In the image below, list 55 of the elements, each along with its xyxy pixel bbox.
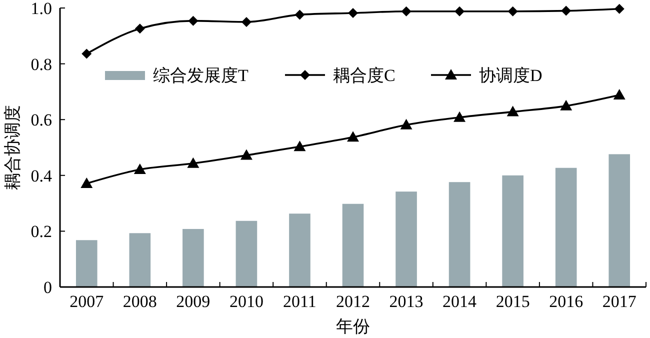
point	[560, 100, 572, 110]
point	[294, 140, 306, 152]
point	[613, 89, 626, 100]
x-tick-label: 2013	[389, 292, 424, 311]
bar	[555, 168, 577, 287]
y-tick-label: 1.0	[30, 0, 52, 18]
bar	[289, 214, 310, 287]
point	[347, 131, 359, 142]
legend-label: 耦合度C	[333, 66, 396, 85]
x-tick-label: 2014	[442, 292, 478, 311]
bar	[129, 233, 151, 287]
bar	[76, 240, 98, 287]
x-tick-label: 2010	[229, 292, 264, 311]
point	[401, 6, 412, 16]
point	[614, 4, 624, 14]
x-tick-label: 2007	[70, 292, 104, 311]
bar	[608, 154, 630, 287]
point	[240, 149, 252, 160]
point	[506, 106, 519, 116]
point	[134, 24, 145, 34]
x-tick-label: 2008	[122, 292, 157, 311]
bar	[236, 220, 258, 287]
point	[187, 157, 200, 168]
point	[188, 16, 198, 26]
legend-label: 协调度D	[479, 66, 542, 85]
x-tick-label: 2015	[496, 292, 530, 311]
y-tick-label: 0	[44, 278, 52, 297]
legend-label: 综合发展度T	[153, 66, 249, 85]
y-axis-title: 耦合协调度	[3, 105, 22, 190]
x-tick-label: 2017	[602, 292, 637, 311]
bar	[396, 192, 417, 287]
point	[508, 6, 518, 16]
x-tick-label: 2012	[336, 292, 370, 311]
point	[400, 118, 412, 130]
y-tick-label: 0.4	[30, 166, 52, 186]
bar	[448, 182, 470, 287]
point	[294, 10, 305, 20]
point	[134, 164, 146, 174]
x-tick-label: 2009	[176, 292, 210, 311]
y-tick-label: 0.2	[30, 222, 52, 242]
point	[241, 16, 252, 27]
point	[454, 6, 465, 16]
y-tick-label: 0.6	[30, 110, 52, 130]
x-tick-label: 2011	[283, 292, 316, 311]
bar	[182, 228, 204, 287]
point	[348, 8, 358, 18]
point	[82, 48, 92, 59]
point	[561, 6, 572, 16]
bar	[502, 175, 524, 287]
bar	[342, 204, 364, 287]
x-axis-title: 年份	[336, 317, 370, 336]
y-tick-label: 0.8	[30, 54, 52, 74]
x-tick-label: 2016	[549, 292, 584, 311]
point	[454, 111, 466, 122]
point	[80, 177, 93, 188]
